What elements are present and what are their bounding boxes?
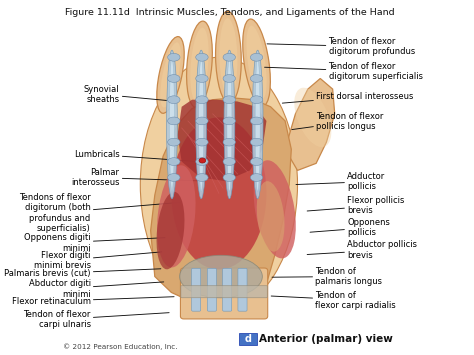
Polygon shape — [178, 100, 266, 181]
Ellipse shape — [243, 19, 270, 106]
Text: Synovial
sheaths: Synovial sheaths — [84, 85, 176, 104]
Ellipse shape — [250, 96, 263, 104]
Ellipse shape — [257, 181, 284, 252]
Ellipse shape — [187, 21, 212, 108]
Polygon shape — [151, 98, 292, 306]
Ellipse shape — [160, 42, 181, 108]
Ellipse shape — [168, 174, 180, 181]
Ellipse shape — [223, 158, 236, 165]
Ellipse shape — [168, 117, 180, 125]
Ellipse shape — [168, 53, 180, 61]
Ellipse shape — [171, 118, 266, 269]
Ellipse shape — [223, 174, 236, 181]
Text: © 2012 Pearson Education, Inc.: © 2012 Pearson Education, Inc. — [63, 343, 177, 350]
Ellipse shape — [190, 28, 209, 101]
Ellipse shape — [196, 75, 208, 82]
Text: Opponens
pollicis: Opponens pollicis — [310, 218, 390, 237]
Text: Anterior (palmar) view: Anterior (palmar) view — [259, 334, 393, 344]
Ellipse shape — [166, 50, 177, 199]
Text: Tendon of
palmaris longus: Tendon of palmaris longus — [272, 267, 383, 286]
Ellipse shape — [196, 174, 208, 181]
Ellipse shape — [255, 57, 260, 192]
Text: Palmar
interosseus: Palmar interosseus — [71, 168, 203, 187]
Ellipse shape — [170, 57, 174, 192]
FancyBboxPatch shape — [181, 268, 268, 319]
Text: Tendon of flexor
digitorum profundus: Tendon of flexor digitorum profundus — [267, 37, 415, 56]
Text: Lumbricals: Lumbricals — [74, 150, 197, 162]
Text: Tendon of
flexor carpi radialis: Tendon of flexor carpi radialis — [271, 290, 396, 310]
Ellipse shape — [168, 75, 180, 82]
Ellipse shape — [223, 117, 236, 125]
Ellipse shape — [250, 174, 263, 181]
Ellipse shape — [252, 50, 263, 199]
Ellipse shape — [140, 57, 298, 312]
Ellipse shape — [250, 53, 263, 61]
Ellipse shape — [168, 158, 180, 165]
Text: Abductor digiti
minimi: Abductor digiti minimi — [28, 279, 164, 299]
Ellipse shape — [157, 165, 196, 268]
Ellipse shape — [196, 53, 208, 61]
Ellipse shape — [250, 138, 263, 146]
Text: Opponens digiti
minimi: Opponens digiti minimi — [24, 233, 165, 253]
Text: First dorsal interosseus: First dorsal interosseus — [283, 92, 413, 103]
Ellipse shape — [157, 37, 184, 113]
FancyBboxPatch shape — [239, 333, 256, 345]
Ellipse shape — [250, 158, 263, 165]
Ellipse shape — [156, 192, 184, 269]
FancyBboxPatch shape — [223, 268, 232, 311]
Ellipse shape — [168, 96, 180, 104]
Ellipse shape — [196, 50, 207, 199]
Ellipse shape — [196, 138, 208, 146]
Text: Tendon of flexor
carpi ulnaris: Tendon of flexor carpi ulnaris — [23, 310, 169, 329]
Ellipse shape — [223, 53, 236, 61]
Text: d: d — [245, 334, 251, 344]
Text: Flexor digiti
minimi brevis: Flexor digiti minimi brevis — [34, 251, 162, 270]
Text: Tendon of flexor
digitorum superficialis: Tendon of flexor digitorum superficialis — [264, 62, 422, 81]
Ellipse shape — [224, 50, 235, 199]
Ellipse shape — [199, 158, 206, 163]
FancyBboxPatch shape — [207, 268, 217, 311]
Text: Tendon of flexor
pollicis longus: Tendon of flexor pollicis longus — [292, 112, 383, 131]
Ellipse shape — [223, 75, 236, 82]
FancyBboxPatch shape — [181, 286, 267, 298]
Text: Tendons of flexor
digitorum (both
profundus and
superficialis): Tendons of flexor digitorum (both profun… — [19, 193, 180, 233]
Ellipse shape — [196, 117, 208, 125]
Text: Figure 11.11d  Intrinsic Muscles, Tendons, and Ligaments of the Hand: Figure 11.11d Intrinsic Muscles, Tendons… — [64, 8, 394, 17]
Ellipse shape — [223, 96, 236, 104]
Ellipse shape — [168, 138, 180, 146]
Ellipse shape — [180, 255, 262, 298]
Ellipse shape — [216, 11, 241, 103]
Ellipse shape — [294, 88, 331, 147]
Ellipse shape — [250, 117, 263, 125]
Ellipse shape — [250, 75, 263, 82]
Text: Flexor pollicis
brevis: Flexor pollicis brevis — [307, 196, 404, 215]
Ellipse shape — [199, 57, 204, 192]
Text: Flexor retinaculum: Flexor retinaculum — [12, 297, 174, 306]
Ellipse shape — [196, 96, 208, 104]
Text: Palmaris brevis (cut): Palmaris brevis (cut) — [4, 269, 161, 278]
Ellipse shape — [196, 158, 208, 165]
Text: Abductor pollicis
brevis: Abductor pollicis brevis — [307, 240, 417, 260]
Ellipse shape — [254, 160, 296, 258]
Ellipse shape — [246, 26, 267, 100]
FancyBboxPatch shape — [191, 268, 201, 311]
Polygon shape — [285, 78, 335, 170]
Ellipse shape — [223, 138, 236, 146]
Ellipse shape — [227, 57, 232, 192]
FancyBboxPatch shape — [238, 268, 247, 311]
Text: Adductor
pollicis: Adductor pollicis — [296, 172, 385, 191]
Ellipse shape — [219, 18, 237, 96]
